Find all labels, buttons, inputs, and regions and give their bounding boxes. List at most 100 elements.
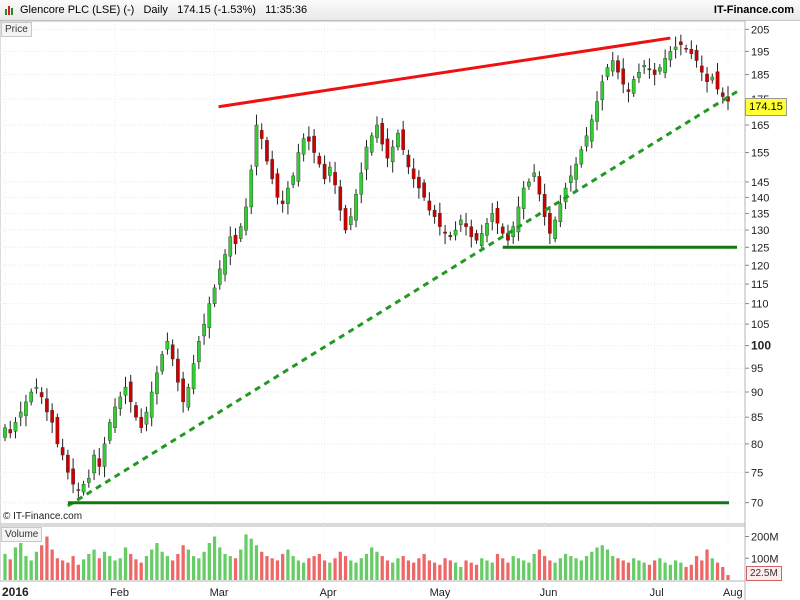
candle-body: [207, 303, 212, 328]
candle-body: [658, 67, 662, 72]
volume-bar: [307, 558, 311, 580]
volume-bar: [385, 560, 390, 580]
resistance-trendline: [218, 36, 671, 109]
volume-bar: [186, 549, 190, 580]
candle-body: [113, 406, 117, 428]
volume-bar: [370, 547, 374, 580]
volume-bar: [92, 549, 96, 580]
candle-body: [396, 132, 400, 148]
candle-body: [532, 172, 536, 177]
candle-body: [710, 76, 715, 81]
candle-body: [97, 458, 102, 467]
volume-bar: [569, 556, 573, 580]
volume-bar: [516, 558, 521, 580]
volume-bar: [590, 551, 594, 580]
chart-type-icon[interactable]: [3, 4, 15, 16]
candle-body: [71, 468, 75, 485]
candle-body: [13, 422, 18, 432]
volume-bar: [543, 556, 547, 580]
volume-bar: [726, 575, 730, 580]
candle-body: [500, 226, 505, 234]
y-tick-label: 70: [751, 498, 763, 510]
volume-bar: [558, 558, 562, 580]
candle-body: [149, 391, 154, 418]
brand-label[interactable]: IT-Finance.com: [713, 4, 794, 16]
volume-bar: [328, 562, 332, 580]
volume-bar: [663, 562, 667, 580]
y-tick-label: 155: [751, 148, 769, 160]
candle-body: [348, 216, 353, 225]
candle-body: [469, 226, 474, 238]
volume-bar: [113, 560, 117, 580]
y-tick-label: 105: [751, 319, 769, 331]
volume-bar: [123, 547, 128, 580]
candle-body: [616, 60, 620, 73]
candle-body: [720, 92, 725, 97]
volume-bar: [684, 566, 688, 580]
volume-bar: [66, 562, 70, 580]
candle-body: [254, 124, 259, 167]
candle-body: [647, 68, 652, 71]
volume-bar: [191, 556, 196, 580]
volume-bar: [406, 560, 411, 580]
candle-body: [610, 60, 615, 72]
volume-bar: [218, 547, 222, 580]
candle-body: [595, 101, 599, 122]
volume-bar: [527, 562, 531, 580]
candle-body: [249, 169, 254, 208]
volume-bar: [506, 562, 510, 580]
candle-body: [317, 155, 322, 165]
volume-bar: [584, 556, 589, 580]
candle-body: [18, 411, 23, 418]
volume-bar: [155, 543, 159, 580]
candle-body: [427, 200, 432, 211]
candle-body: [76, 489, 81, 491]
candle-body: [684, 48, 688, 50]
volume-bar: [349, 560, 353, 580]
candle-body: [286, 187, 290, 204]
candle-body: [689, 48, 694, 54]
volume-bar: [700, 560, 704, 580]
volume-bar: [705, 549, 709, 580]
x-tick-label: Jun: [540, 587, 558, 599]
volume-bar: [50, 549, 54, 580]
candle-body: [589, 119, 594, 142]
volume-bar: [144, 556, 149, 580]
volume-tick-label: 100M: [751, 553, 779, 565]
candle-body: [422, 182, 426, 198]
volume-bar: [197, 558, 201, 580]
candle-body: [338, 186, 343, 211]
volume-bar: [286, 549, 290, 580]
volume-bar: [150, 549, 154, 580]
y-tick-label: 195: [751, 46, 769, 58]
candle-body: [66, 454, 70, 473]
volume-bar: [375, 551, 379, 580]
candle-body: [160, 354, 164, 372]
candle-body: [385, 138, 390, 159]
volume-bar: [621, 560, 625, 580]
volume-bar: [343, 556, 348, 580]
candle-body: [369, 135, 374, 153]
volume-bar: [71, 556, 75, 580]
candle-body: [579, 149, 584, 165]
candle-body: [521, 187, 526, 209]
candle-body: [45, 398, 49, 413]
candle-body: [448, 234, 453, 238]
candle-body: [280, 200, 285, 204]
volume-bar: [715, 562, 720, 580]
candle-body: [107, 422, 112, 441]
candle-body: [458, 219, 463, 225]
volume-bar: [202, 551, 206, 580]
volume-bar: [443, 558, 447, 580]
candle-body: [642, 64, 646, 68]
y-tick-label: 140: [751, 192, 769, 204]
candle-body: [181, 378, 185, 403]
volume-bar: [322, 560, 327, 580]
candle-body: [453, 229, 458, 236]
volume-bar: [102, 551, 107, 580]
volume-bar: [228, 556, 232, 580]
volume-bar: [401, 556, 405, 580]
volume-bar: [118, 558, 122, 580]
y-tick-label: 75: [751, 467, 763, 479]
candle-body: [553, 219, 557, 239]
